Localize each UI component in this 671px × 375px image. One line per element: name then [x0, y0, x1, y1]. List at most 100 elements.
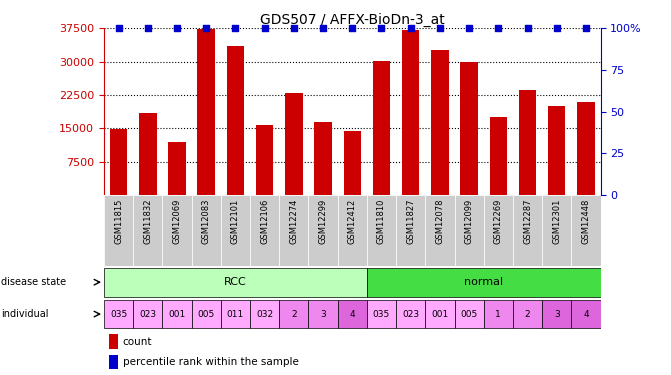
Text: disease state: disease state	[1, 277, 66, 287]
Bar	[367, 268, 601, 297]
Bar	[109, 355, 118, 369]
Bar	[513, 195, 542, 266]
Text: 005: 005	[197, 310, 215, 319]
Text: 035: 035	[110, 310, 127, 319]
Point	[230, 25, 241, 31]
Bar	[139, 112, 156, 195]
Bar	[250, 300, 279, 328]
Bar	[513, 300, 542, 328]
Point	[405, 25, 416, 31]
Bar	[192, 300, 221, 328]
Text: GSM12078: GSM12078	[435, 199, 444, 244]
Text: 001: 001	[431, 310, 448, 319]
Bar	[484, 300, 513, 328]
Bar	[372, 61, 391, 195]
Point	[142, 25, 153, 31]
Bar	[168, 142, 186, 195]
Point	[493, 25, 504, 31]
Text: 1: 1	[495, 310, 501, 319]
Text: GSM12083: GSM12083	[202, 199, 211, 244]
Bar	[577, 102, 595, 195]
Bar	[221, 300, 250, 328]
Text: 4: 4	[583, 310, 588, 319]
Bar	[454, 300, 484, 328]
Bar	[548, 106, 566, 195]
Point	[464, 25, 474, 31]
Point	[201, 25, 211, 31]
Point	[522, 25, 533, 31]
Point	[347, 25, 358, 31]
Bar	[104, 300, 134, 328]
Point	[552, 25, 562, 31]
Bar	[134, 195, 162, 266]
Text: 032: 032	[256, 310, 273, 319]
Text: GSM12106: GSM12106	[260, 199, 269, 244]
Bar	[250, 195, 279, 266]
Text: count: count	[123, 336, 152, 346]
Point	[289, 25, 299, 31]
Bar	[309, 300, 338, 328]
Bar	[338, 195, 367, 266]
Bar	[285, 93, 303, 195]
Text: GSM12448: GSM12448	[582, 199, 590, 244]
Text: GSM11832: GSM11832	[144, 199, 152, 244]
Text: GSM11810: GSM11810	[377, 199, 386, 244]
Bar	[460, 62, 478, 195]
Bar	[227, 46, 244, 195]
Bar	[484, 195, 513, 266]
Bar	[542, 195, 571, 266]
Bar	[344, 131, 361, 195]
Bar	[431, 50, 449, 195]
Text: 3: 3	[320, 310, 326, 319]
Bar	[338, 300, 367, 328]
Text: GSM12301: GSM12301	[552, 199, 561, 244]
Bar	[542, 300, 571, 328]
Bar	[110, 129, 127, 195]
Text: 005: 005	[460, 310, 478, 319]
Bar	[109, 334, 118, 349]
Text: 4: 4	[350, 310, 355, 319]
Text: 2: 2	[291, 310, 297, 319]
Bar	[367, 195, 396, 266]
Bar	[571, 300, 601, 328]
Bar	[162, 195, 192, 266]
Bar	[197, 30, 215, 195]
Text: normal: normal	[464, 277, 503, 287]
Bar	[519, 90, 536, 195]
Bar	[279, 195, 309, 266]
Text: GSM12412: GSM12412	[348, 199, 357, 244]
Text: GSM11827: GSM11827	[406, 199, 415, 244]
Bar	[279, 300, 309, 328]
Text: percentile rank within the sample: percentile rank within the sample	[123, 357, 299, 367]
Bar	[367, 300, 396, 328]
Point	[376, 25, 387, 31]
Point	[113, 25, 124, 31]
Text: 011: 011	[227, 310, 244, 319]
Bar	[425, 300, 454, 328]
Text: GSM11815: GSM11815	[114, 199, 123, 244]
Point	[259, 25, 270, 31]
Text: GSM12274: GSM12274	[289, 199, 299, 244]
Bar	[314, 122, 332, 195]
Text: 035: 035	[373, 310, 390, 319]
Text: GSM12069: GSM12069	[172, 199, 182, 244]
Bar	[396, 300, 425, 328]
Text: GSM12299: GSM12299	[319, 199, 327, 244]
Bar	[425, 195, 454, 266]
Bar	[134, 300, 162, 328]
Bar	[256, 125, 273, 195]
Text: 001: 001	[168, 310, 186, 319]
Bar	[571, 195, 601, 266]
Title: GDS507 / AFFX-BioDn-3_at: GDS507 / AFFX-BioDn-3_at	[260, 13, 445, 27]
Text: 3: 3	[554, 310, 560, 319]
Bar	[309, 195, 338, 266]
Text: GSM12101: GSM12101	[231, 199, 240, 244]
Text: GSM12269: GSM12269	[494, 199, 503, 244]
Bar	[162, 300, 192, 328]
Bar	[221, 195, 250, 266]
Text: GSM12287: GSM12287	[523, 199, 532, 244]
Text: RCC: RCC	[224, 277, 247, 287]
Bar	[396, 195, 425, 266]
Point	[317, 25, 328, 31]
Text: GSM12099: GSM12099	[464, 199, 474, 244]
